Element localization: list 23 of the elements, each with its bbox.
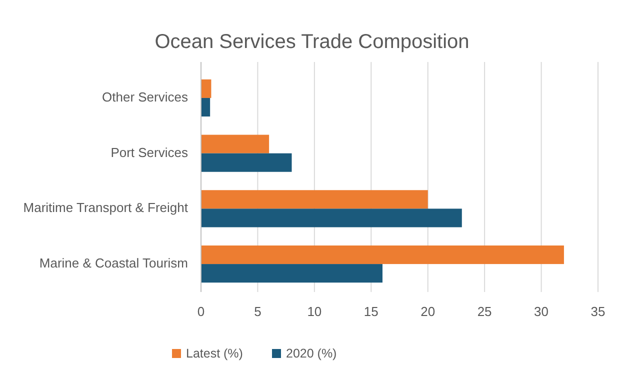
- y-tick-label: Marine & Coastal Tourism: [39, 255, 188, 270]
- y-tick-label: Maritime Transport & Freight: [23, 200, 188, 216]
- bar: [201, 264, 382, 283]
- bar: [201, 98, 210, 117]
- x-tick-label: 5: [254, 304, 262, 319]
- x-tick-label: 0: [197, 304, 205, 319]
- bar: [201, 153, 292, 172]
- x-tick-label: 25: [477, 304, 492, 319]
- y-tick-label: Other Services: [102, 89, 188, 104]
- bar: [201, 190, 428, 209]
- x-tick-label: 10: [307, 304, 322, 319]
- x-tick-label: 20: [420, 304, 436, 319]
- bar: [201, 134, 270, 154]
- y-tick-label: Port Services: [110, 144, 188, 160]
- bar: [201, 245, 564, 264]
- bar: [201, 208, 462, 228]
- x-tick-label: 35: [590, 304, 606, 319]
- chart-title: Ocean Services Trade Composition: [154, 31, 470, 53]
- x-tick-label: 15: [364, 304, 378, 319]
- legend-label: 2020 (%): [286, 346, 337, 360]
- x-tick-label: 30: [534, 304, 549, 319]
- legend-label: Latest (%): [186, 346, 243, 360]
- bar: [201, 79, 212, 98]
